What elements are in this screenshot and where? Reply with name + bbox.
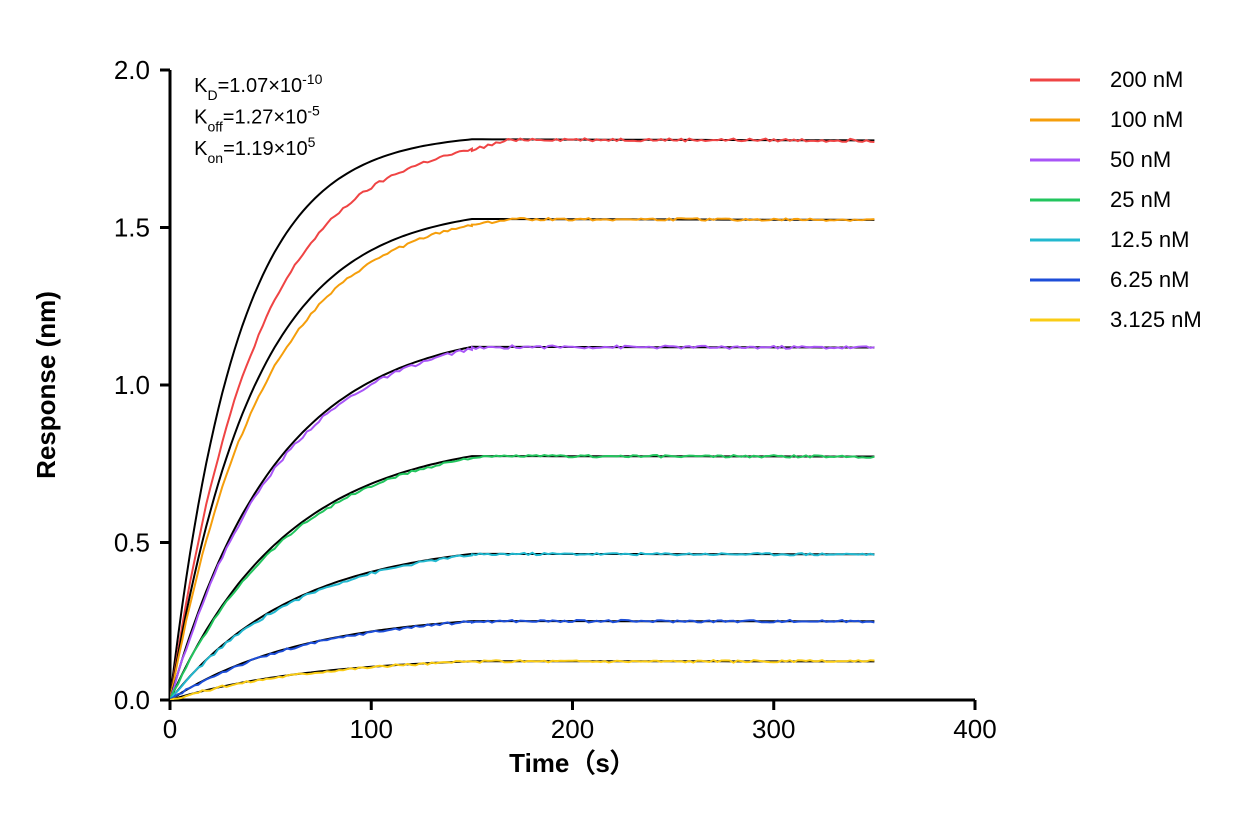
x-tick-label: 400 [953,714,996,744]
x-tick-label: 200 [551,714,594,744]
binding-kinetics-chart: 0 100 200 300 400 0.0 0.5 1.0 1.5 2.0 Time（s） Respo… [0,0,1253,825]
legend-label: 6.25 nM [1110,267,1190,292]
y-tick-label: 2.0 [114,55,150,85]
legend-label: 3.125 nM [1110,307,1202,332]
legend-label: 200 nM [1110,67,1183,92]
y-tick-label: 1.5 [114,213,150,243]
x-axis-label: Time（s） [509,748,636,778]
y-tick-label: 1.0 [114,370,150,400]
y-tick-label: 0.0 [114,685,150,715]
x-tick-label: 0 [163,714,177,744]
legend-label: 12.5 nM [1110,227,1190,252]
legend-label: 50 nM [1110,147,1171,172]
x-tick-label: 300 [752,714,795,744]
legend-label: 100 nM [1110,107,1183,132]
y-tick-label: 0.5 [114,528,150,558]
x-tick-label: 100 [350,714,393,744]
y-axis-label: Response (nm) [31,291,61,479]
legend-label: 25 nM [1110,187,1171,212]
